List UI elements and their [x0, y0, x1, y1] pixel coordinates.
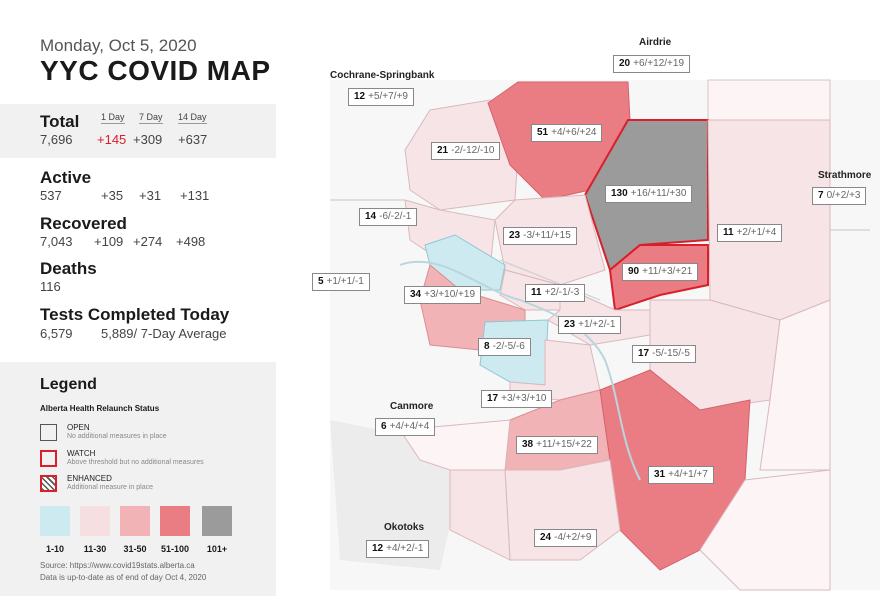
- legend-title: Legend: [40, 376, 97, 393]
- active-7day: +31: [139, 188, 162, 203]
- deaths-label: Deaths: [40, 259, 97, 278]
- callout-31[interactable]: 31 +4/+1/+7: [648, 466, 714, 484]
- callout-8[interactable]: 8 -2/-5/-6: [478, 338, 531, 356]
- stats-active: Active 537 +35 +31 +131: [0, 166, 276, 206]
- recovered-1day: +109: [94, 234, 124, 249]
- source-text: Source: https://www.covid19stats.alberta…: [40, 561, 195, 570]
- total-label: Total: [40, 112, 80, 131]
- scale-label-4: 101+: [206, 544, 228, 554]
- place-canmore: Canmore: [390, 401, 434, 412]
- stats-deaths: Deaths 116: [0, 257, 276, 297]
- enhanced-label: ENHANCED: [67, 474, 112, 483]
- tests-label: Tests Completed Today: [40, 305, 230, 324]
- callout-24[interactable]: 24 -4/+2/+9: [534, 529, 598, 547]
- region-e-11: [707, 119, 831, 321]
- open-label: OPEN: [67, 423, 90, 432]
- callout-cochrane[interactable]: 12 +5/+7/+9: [348, 88, 414, 106]
- callout-s-17[interactable]: 17 +3/+3/+10: [481, 390, 553, 408]
- tests-value: 6,579: [40, 326, 73, 341]
- callout-5[interactable]: 5 +1/+1/-1: [312, 273, 370, 291]
- legend-panel: Legend Alberta Health Relaunch Status OP…: [0, 362, 276, 596]
- active-value: 537: [40, 188, 62, 203]
- enhanced-swatch: [40, 475, 57, 492]
- updated-text: Data is up-to-date as of end of day Oct …: [40, 573, 207, 582]
- total-7day: +309: [133, 132, 163, 147]
- callout-90[interactable]: 90 +11/+3/+21: [622, 263, 699, 281]
- open-swatch: [40, 424, 57, 441]
- active-1day: +35: [101, 188, 124, 203]
- callout-canmore[interactable]: 6 +4/+4/+4: [375, 418, 436, 436]
- region-chestermere: [759, 299, 831, 471]
- scale-label-1: 11-30: [83, 544, 107, 554]
- callout-23a[interactable]: 23 -3/+11/+15: [503, 227, 577, 245]
- place-cochrane: Cochrane-Springbank: [330, 70, 435, 81]
- callout-e-11[interactable]: 11 +2/+1/+4: [717, 224, 783, 242]
- watch-desc: Above threshold but no additional measur…: [67, 459, 204, 466]
- region-se-outer: [699, 469, 831, 591]
- scale-swatch-2: [120, 506, 150, 536]
- callout-14[interactable]: 14 -6/-2/-1: [359, 208, 418, 226]
- total-14day: +637: [178, 132, 208, 147]
- scale-label-2: 31-50: [123, 544, 147, 554]
- callout-38[interactable]: 38 +11/+15/+22: [516, 436, 598, 454]
- place-airdrie: Airdrie: [639, 37, 672, 48]
- scale-swatch-1: [80, 506, 110, 536]
- callout-se-17[interactable]: 17 -5/-15/-5: [632, 345, 696, 363]
- callout-c-11[interactable]: 11 +2/-1/-3: [525, 284, 586, 302]
- callout-airdrie[interactable]: 20 +6/+12/+19: [613, 55, 691, 73]
- callout-130[interactable]: 130 +16/+11/+30: [605, 185, 693, 203]
- watch-swatch: [40, 450, 57, 467]
- place-okotoks: Okotoks: [384, 522, 425, 533]
- callout-strathmore[interactable]: 7 0/+2/+3: [812, 187, 867, 205]
- stats-recovered: Recovered 7,043 +109 +274 +498: [0, 212, 276, 252]
- recovered-14day: +498: [176, 234, 206, 249]
- legend-subtitle: Alberta Health Relaunch Status: [40, 404, 160, 413]
- deaths-value: 116: [40, 279, 61, 294]
- open-desc: No additional measures in place: [67, 433, 167, 440]
- callout-okotoks[interactable]: 12 +4/+2/-1: [366, 540, 430, 558]
- scale-swatch-3: [160, 506, 190, 536]
- active-14day: +131: [180, 188, 210, 203]
- col-1day: 1 Day: [101, 112, 125, 124]
- enhanced-desc: Additional measure in place: [67, 484, 153, 491]
- callout-23b[interactable]: 23 +1/+2/-1: [558, 316, 622, 334]
- callout-34[interactable]: 34 +3/+10/+19: [404, 286, 482, 304]
- scale-label-0: 1-10: [45, 544, 64, 554]
- callout-21[interactable]: 21 -2/-12/-10: [431, 142, 501, 160]
- page-title: YYC COVID MAP: [40, 55, 271, 86]
- recovered-label: Recovered: [40, 214, 127, 233]
- callout-51[interactable]: 51 +4/+6/+24: [531, 124, 603, 142]
- total-value: 7,696: [40, 132, 73, 147]
- stats-total: Total 1 Day 7 Day 14 Day 7,696 +145 +309…: [0, 104, 276, 158]
- recovered-7day: +274: [133, 234, 163, 249]
- recovered-value: 7,043: [40, 234, 73, 249]
- scale-swatch-0: [40, 506, 70, 536]
- tests-average: 5,889/ 7-Day Average: [101, 326, 227, 341]
- report-date: Monday, Oct 5, 2020: [40, 36, 197, 55]
- scale-swatch-4: [202, 506, 232, 536]
- active-label: Active: [40, 168, 92, 187]
- stats-tests: Tests Completed Today 6,579 5,889/ 7-Day…: [0, 303, 276, 345]
- scale-label-3: 51-100: [160, 544, 190, 554]
- col-7day: 7 Day: [139, 112, 163, 124]
- place-strathmore: Strathmore: [818, 170, 872, 181]
- total-1day: +145: [97, 132, 127, 147]
- watch-label: WATCH: [67, 449, 96, 458]
- col-14day: 14 Day: [178, 112, 207, 124]
